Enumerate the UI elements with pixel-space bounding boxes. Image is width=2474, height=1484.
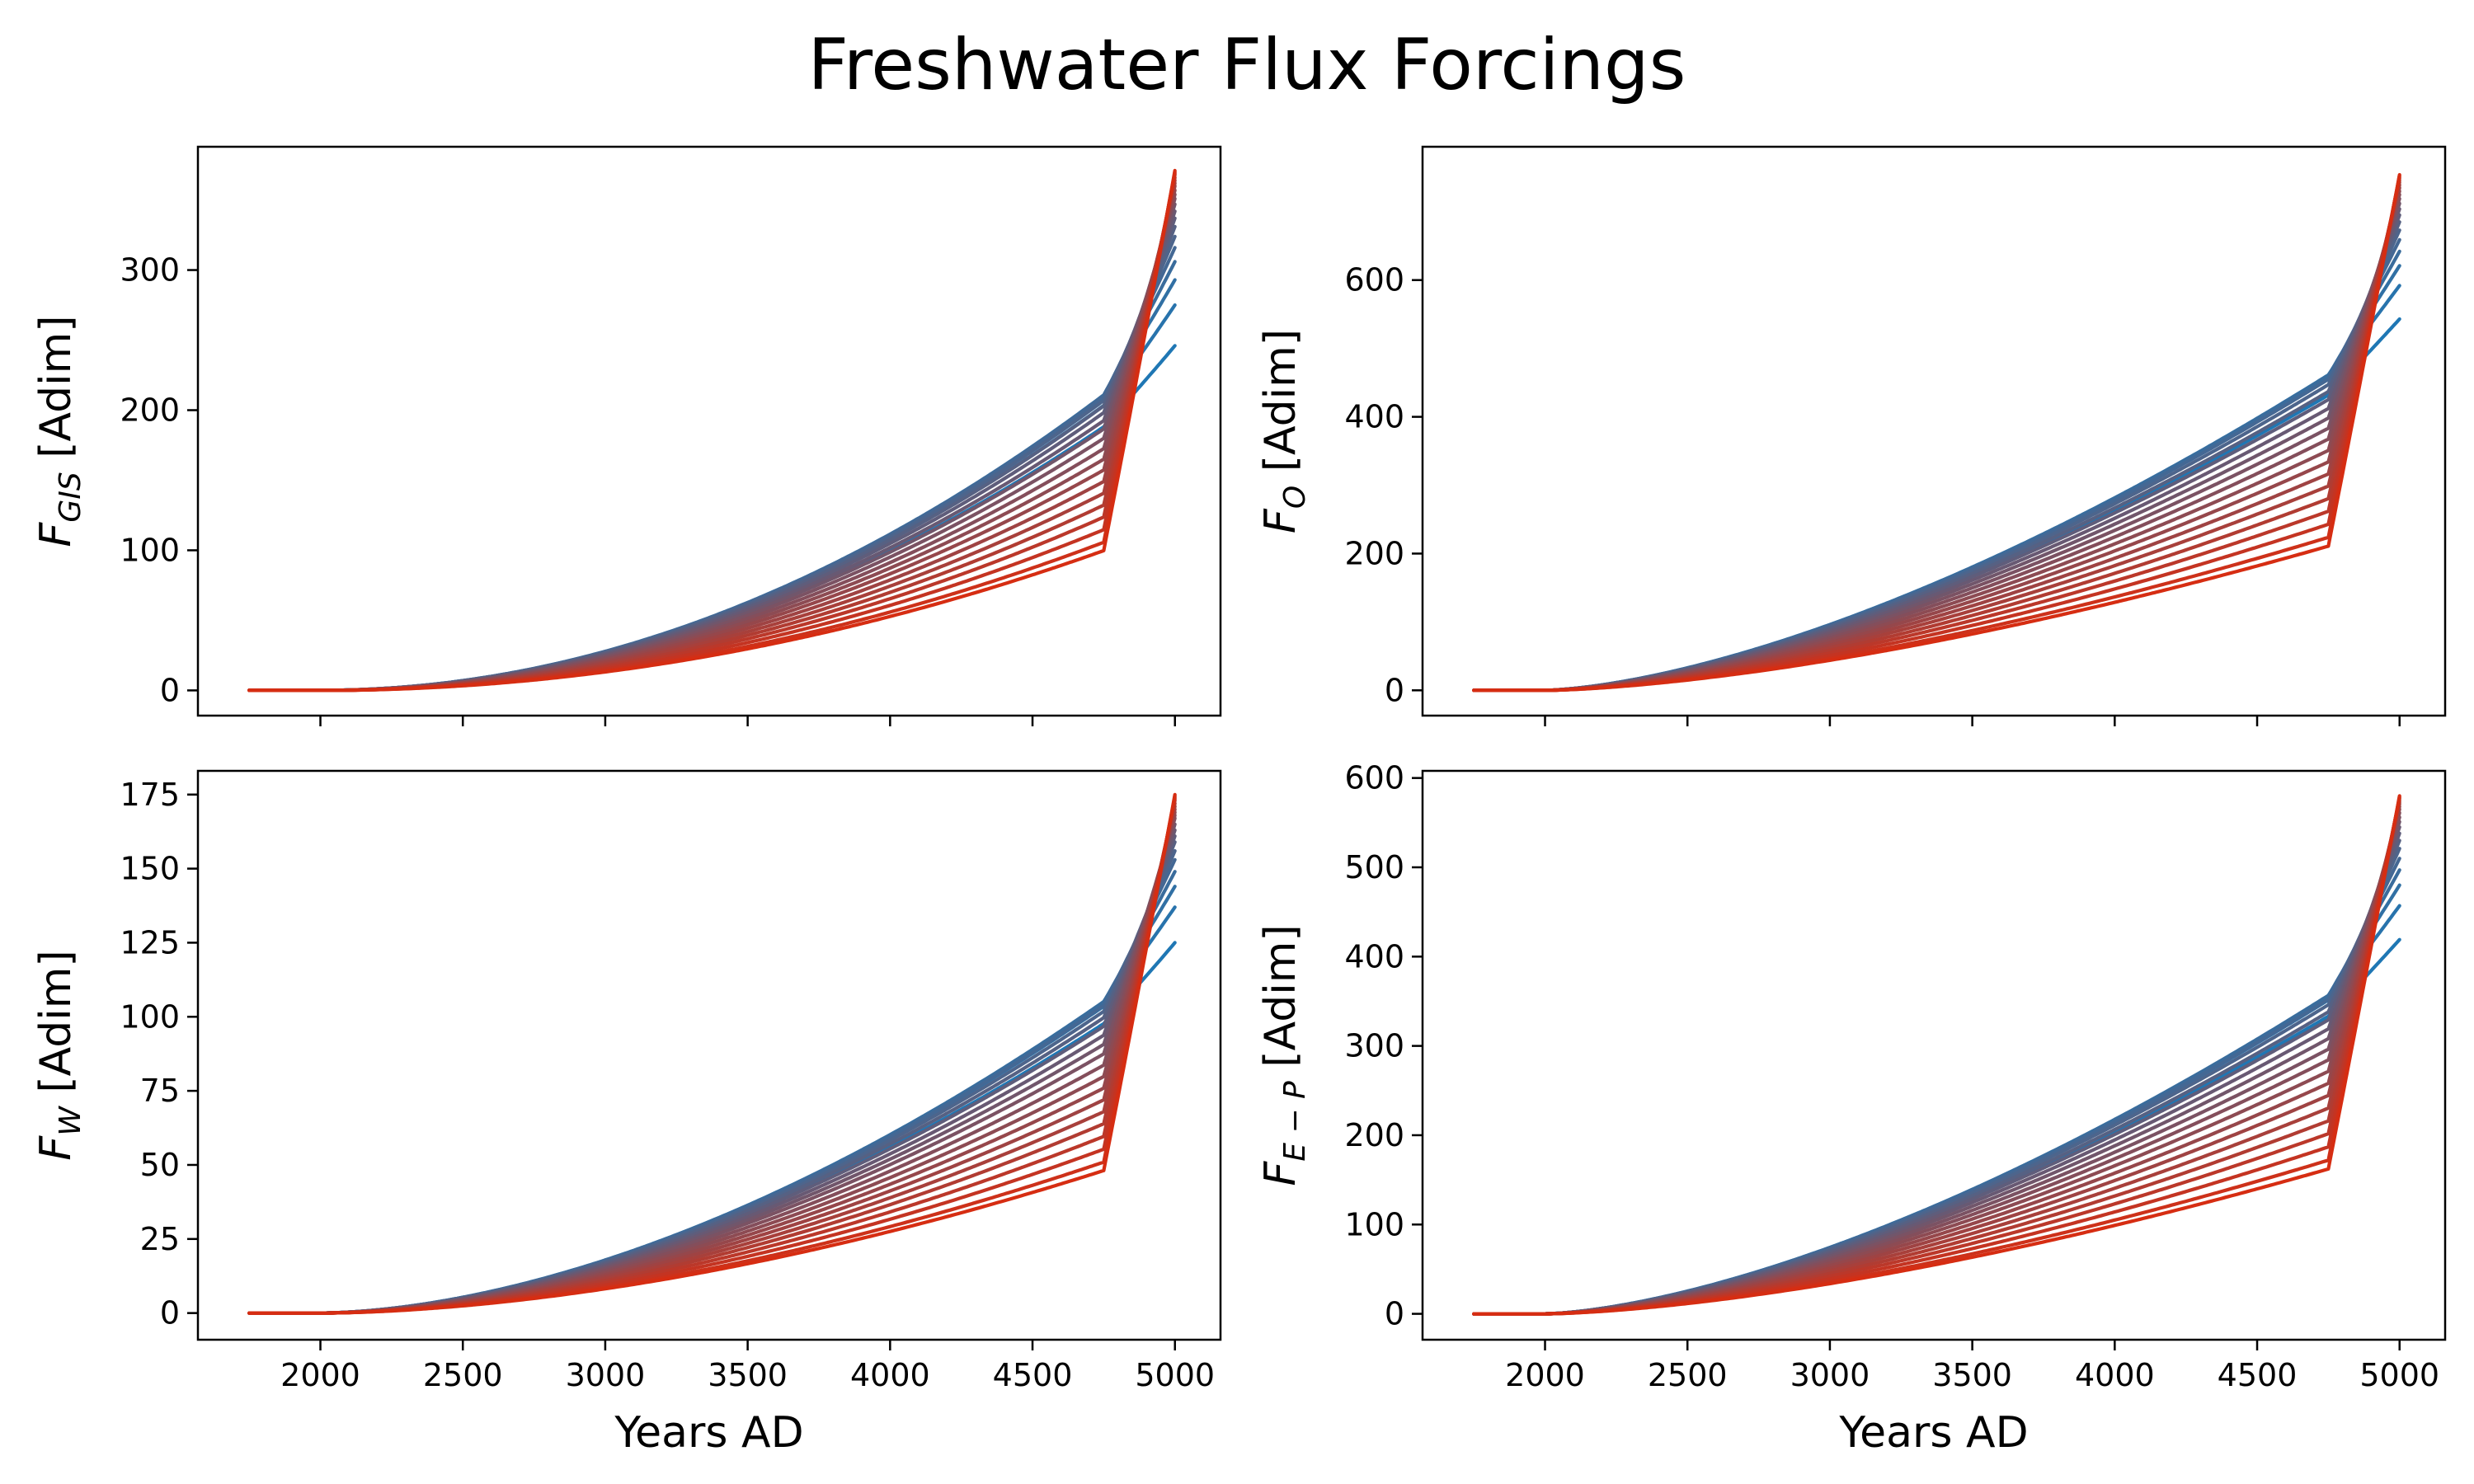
y-tick-label-w-100: 100: [120, 998, 180, 1035]
x-tick-label-ep-2500: 2500: [1648, 1357, 1728, 1393]
x-tick-label-ep-3000: 3000: [1790, 1357, 1870, 1393]
axes-frame-ep: [1421, 769, 2447, 1341]
panel-w: 2000 2500 3000 3500 4000 4500 5000 0 25 50 75 100 12…: [31, 769, 1222, 1458]
y-tick-label-ep-300: 300: [1344, 1028, 1404, 1064]
y-tick-label-o-400: 400: [1344, 399, 1404, 435]
y-tick-label-o-200: 200: [1344, 535, 1404, 571]
series-line-gis-15: [247, 181, 1177, 693]
series-line-gis-19: [247, 171, 1177, 693]
panel-ep: 2000 2500 3000 3500 4000 4500 5000 0 100 200 300 40…: [1256, 760, 2447, 1458]
x-tick-label-ep-2000: 2000: [1505, 1357, 1585, 1393]
x-tick-label-w-4000: 4000: [850, 1357, 930, 1393]
y-tick-label-w-0: 0: [160, 1295, 180, 1331]
x-tick-label-w-3000: 3000: [566, 1357, 646, 1393]
y-tick-label-o-0: 0: [1385, 672, 1404, 708]
series-line-o-21: [1472, 172, 2401, 693]
figure-title: Freshwater Flux Forcings: [808, 24, 1686, 106]
series-group-o: [1472, 172, 2401, 693]
y-axis-label-symbol-o: F: [1256, 508, 1305, 533]
y-axis-label-o: FO [Adim]: [1256, 329, 1312, 533]
x-axis-label-ep: Years AD: [1838, 1408, 2028, 1458]
series-line-gis-21: [247, 168, 1177, 693]
series-line-o-5: [1472, 237, 2401, 693]
y-axis-label-unit-gis: [Adim]: [31, 315, 81, 472]
y-tick-label-gis-200: 200: [120, 392, 180, 429]
x-tick-label-w-2500: 2500: [423, 1357, 503, 1393]
y-axis-label-ep: FE − P [Adim]: [1256, 924, 1312, 1186]
y-tick-label-ep-200: 200: [1344, 1117, 1404, 1153]
y-axis-label-unit-o: [Adim]: [1256, 329, 1305, 486]
y-axis-label-symbol-gis: F: [31, 522, 81, 547]
series-group-gis: [247, 168, 1177, 693]
axes-frame-gis: [196, 145, 1222, 717]
y-tick-label-w-150: 150: [120, 851, 180, 887]
y-tick-label-ep-600: 600: [1344, 760, 1404, 796]
y-axis-label-unit-ep: [Adim]: [1256, 924, 1305, 1081]
series-line-gis-16: [247, 178, 1177, 693]
y-tick-label-ep-0: 0: [1385, 1296, 1404, 1332]
series-line-ep-21: [1472, 794, 2401, 1316]
y-axis-label-symbol-ep: F: [1256, 1161, 1305, 1186]
x-tick-label-w-4500: 4500: [993, 1357, 1073, 1393]
y-tick-label-ep-100: 100: [1344, 1206, 1404, 1242]
panel-o: 0 200 400 600 FO [Adim]: [1256, 145, 2447, 726]
series-line-gis-17: [247, 176, 1177, 693]
y-axis-label-w: FW [Adim]: [31, 950, 87, 1160]
y-tick-label-w-50: 50: [140, 1147, 180, 1183]
y-axis-label-symbol-w: F: [31, 1135, 81, 1161]
y-axis-label-subscript-ep: E − P: [1278, 1081, 1312, 1162]
series-group-ep: [1472, 794, 2401, 1316]
series-line-gis-18: [247, 172, 1177, 693]
y-axis-label-subscript-w: W: [54, 1106, 87, 1136]
y-tick-label-gis-300: 300: [120, 252, 180, 289]
x-axis-label-w: Years AD: [614, 1408, 803, 1458]
x-tick-label-ep-5000: 5000: [2359, 1357, 2439, 1393]
y-tick-label-w-175: 175: [120, 777, 180, 813]
y-tick-label-w-125: 125: [120, 924, 180, 960]
x-tick-label-ep-4500: 4500: [2218, 1357, 2298, 1393]
x-tick-label-w-2000: 2000: [280, 1357, 360, 1393]
y-tick-label-gis-100: 100: [120, 532, 180, 568]
x-tick-label-w-5000: 5000: [1135, 1357, 1215, 1393]
y-axis-label-gis: FGIS [Adim]: [31, 315, 87, 547]
x-tick-label-ep-4000: 4000: [2075, 1357, 2155, 1393]
y-tick-label-gis-0: 0: [160, 672, 180, 708]
y-tick-label-ep-500: 500: [1344, 849, 1404, 885]
y-tick-label-w-75: 75: [140, 1073, 180, 1109]
y-tick-label-w-25: 25: [140, 1221, 180, 1257]
series-group-w: [247, 792, 1177, 1315]
x-tick-label-ep-3500: 3500: [1932, 1357, 2012, 1393]
y-axis-label-subscript-o: O: [1278, 486, 1312, 509]
y-axis-label-subscript-gis: GIS: [54, 472, 87, 522]
axes-frame-w: [196, 769, 1222, 1341]
series-line-ep-5: [1472, 857, 2401, 1316]
series-line-gis-20: [247, 170, 1177, 693]
y-tick-label-o-600: 600: [1344, 262, 1404, 298]
x-tick-label-w-3500: 3500: [708, 1357, 788, 1393]
y-axis-label-unit-w: [Adim]: [31, 950, 81, 1106]
series-line-w-21: [247, 792, 1177, 1315]
y-tick-label-ep-400: 400: [1344, 938, 1404, 974]
axes-frame-o: [1421, 145, 2447, 717]
panel-gis: 0 100 200 300 FGIS [Adim]: [31, 145, 1222, 726]
